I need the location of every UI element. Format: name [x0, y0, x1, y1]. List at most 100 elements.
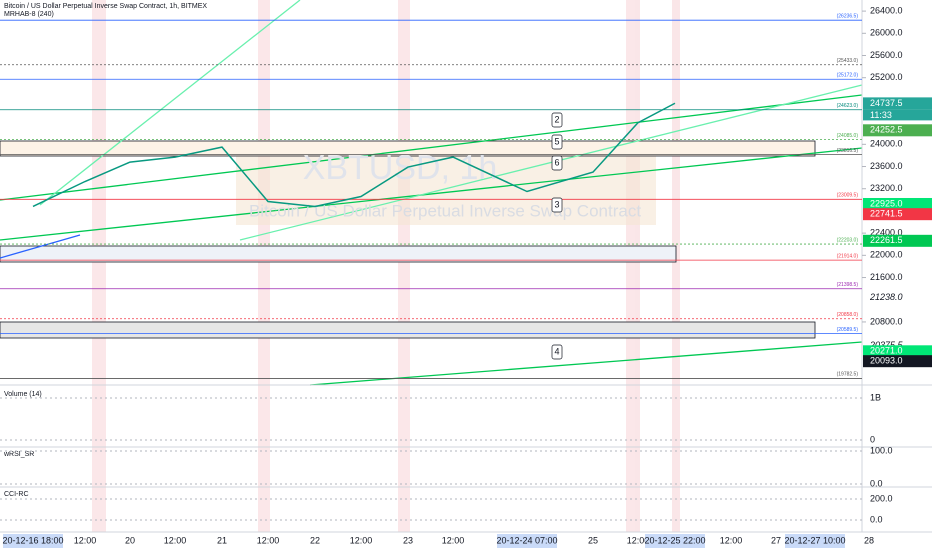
- x-tick-label: 12:00: [720, 535, 743, 545]
- level-label: (24085.0): [837, 133, 859, 139]
- price-badge-label: 21238.0: [869, 292, 903, 302]
- price-badge-label: 22741.5: [870, 209, 903, 219]
- y-tick-label: 26400.0: [870, 5, 903, 15]
- y-tick-label: 20800.0: [870, 316, 903, 326]
- trend-line: [0, 147, 863, 241]
- price-line: [32, 102, 676, 208]
- y-tick-label: 24000.0: [870, 139, 903, 149]
- level-label: (19782.5): [837, 372, 859, 378]
- level-label: (22203.0): [837, 237, 859, 243]
- x-tick-label: 21: [217, 535, 227, 545]
- level-label: (21914.0): [837, 253, 859, 259]
- level-label: (25172.0): [837, 73, 859, 79]
- session-band: [92, 0, 106, 532]
- level-label: (21398.5): [837, 282, 859, 288]
- price-badge: [863, 345, 932, 358]
- x-tick-label: 22: [310, 535, 320, 545]
- x-tick-label: 20-12-24 07:00: [496, 535, 557, 545]
- y-tick-label: 22000.0: [870, 250, 903, 260]
- x-tick-label: 20-12-25 22:00: [644, 535, 705, 545]
- pane-tick-label: 0.0: [870, 514, 883, 524]
- x-label-highlight: [3, 534, 63, 548]
- x-tick-label: 20-12-16 18:00: [2, 535, 63, 545]
- callout-label: 5: [554, 136, 559, 146]
- callout-box: [551, 112, 563, 128]
- level-label: (20858.0): [837, 312, 859, 318]
- price-badge: [863, 97, 932, 110]
- countdown: 11:33: [870, 110, 892, 120]
- price-badge: [863, 291, 932, 304]
- trend-line: [0, 94, 863, 201]
- watermark-symbol: XBTUSD, 1h: [303, 149, 498, 187]
- price-badge-label: 20375.5: [869, 340, 904, 350]
- x-tick-label: 27: [771, 535, 781, 545]
- trend-lines: [0, 0, 863, 386]
- x-tick-label: 12:00: [350, 535, 373, 545]
- x-tick-label: 20: [125, 535, 135, 545]
- x-label-highlight: [497, 534, 557, 548]
- y-tick-label: 25200.0: [870, 72, 903, 82]
- x-tick-label: 25: [588, 535, 598, 545]
- trend-line: [309, 341, 863, 386]
- x-tick-label: 12:00: [164, 535, 187, 545]
- x-tick-label: 12:00: [257, 535, 280, 545]
- price-badge-label: 20093.0: [870, 356, 903, 366]
- level-label: (26236.5): [837, 14, 859, 20]
- callout-box: [551, 155, 563, 171]
- y-tick-label: 25600.0: [870, 50, 903, 60]
- callout-label: 4: [554, 346, 559, 356]
- pane-title: Volume (14): [4, 391, 42, 398]
- pane-tick-label: 0.0: [870, 478, 883, 488]
- countdown-badge: [863, 109, 932, 121]
- callout-box: [551, 134, 563, 150]
- trend-line: [0, 234, 81, 259]
- x-label-highlight: [785, 534, 845, 548]
- session-band: [626, 0, 640, 532]
- price-badge-label: 20271.0: [870, 346, 903, 356]
- callout-box: [551, 197, 563, 213]
- trend-line: [239, 84, 863, 241]
- callout-label: 2: [554, 114, 559, 124]
- cloud: [236, 155, 656, 225]
- x-tick-label: 28: [864, 535, 874, 545]
- level-label: (23009.5): [837, 193, 859, 199]
- price-badge-label: 24737.5: [870, 98, 903, 108]
- x-tick-label: 20-12-27 10:00: [784, 535, 845, 545]
- price-badge: [863, 234, 932, 247]
- y-tick-label: 23200.0: [870, 183, 903, 193]
- pane-tick-label: 200.0: [870, 493, 893, 503]
- price-badge: [863, 355, 932, 368]
- x-tick-label: 12:00: [74, 535, 97, 545]
- y-tick-label: 21600.0: [870, 272, 903, 282]
- x-label-highlight: [645, 534, 705, 548]
- callout-label: 3: [554, 199, 559, 209]
- pane-title: CCI-RC: [4, 491, 29, 498]
- x-tick-label: 12:00: [442, 535, 465, 545]
- y-tick-label: 26000.0: [870, 28, 903, 38]
- watermark-name: Bitcoin / US Dollar Perpetual Inverse Sw…: [249, 201, 641, 220]
- price-badge-label: 24252.5: [870, 125, 903, 135]
- session-band: [672, 0, 680, 532]
- x-tick-label: 23: [403, 535, 413, 545]
- pane-tick-label: 100.0: [870, 445, 893, 455]
- chart-title: Bitcoin / US Dollar Perpetual Inverse Sw…: [4, 3, 207, 10]
- price-badge: [863, 124, 932, 137]
- y-tick-label: 22400.0: [870, 228, 903, 238]
- trend-line: [39, 0, 301, 206]
- x-tick-label: 12:00: [627, 535, 650, 545]
- price-badge: [863, 197, 932, 210]
- session-band: [258, 0, 270, 532]
- callout-label: 6: [554, 157, 559, 167]
- level-label: (24623.0): [837, 103, 859, 109]
- pane-tick-label: 0: [870, 434, 875, 444]
- price-badge-label: 22925.0: [870, 198, 903, 208]
- zone-box: [0, 245, 677, 263]
- session-band: [398, 0, 410, 532]
- y-tick-label: 23600.0: [870, 161, 903, 171]
- price-badge-label: 22261.5: [870, 235, 903, 245]
- callout-box: [551, 344, 563, 360]
- pane-title: wRSI_SR: [3, 451, 34, 458]
- zone-box: [0, 321, 816, 339]
- price-badge: [863, 208, 932, 221]
